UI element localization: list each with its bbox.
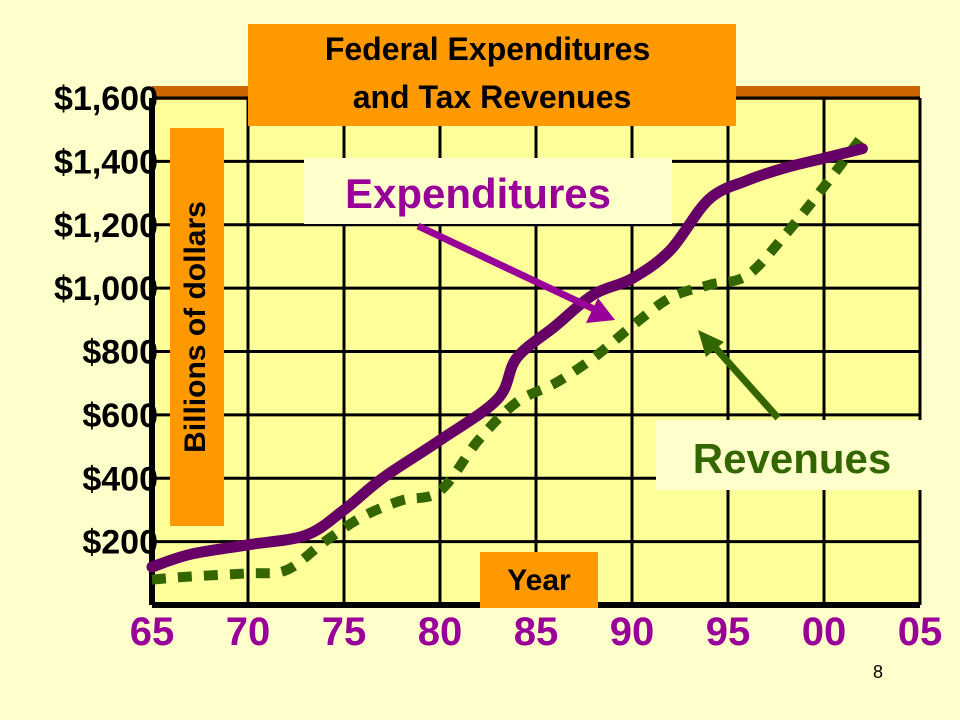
x-tick-label: 05 [898, 610, 943, 654]
chart-title-line-2: and Tax Revenues [353, 79, 632, 115]
page-number: 8 [873, 662, 883, 682]
ylabel-box [170, 128, 224, 526]
title-box [248, 24, 736, 126]
x-tick-label: 85 [514, 610, 559, 654]
y-tick-label: $800 [82, 334, 158, 372]
series-expenditures-line [146, 143, 868, 573]
revenues-arrow-head [698, 330, 724, 357]
expenditures-arrow-head [586, 298, 615, 323]
y-tick-label: $1,000 [54, 270, 158, 308]
y-tick-label: $1,600 [54, 80, 158, 118]
x-tick-label: 70 [226, 610, 271, 654]
y-tick-label: $1,400 [54, 143, 158, 181]
y-tick-label: $200 [82, 524, 158, 562]
x-tick-label: 00 [802, 610, 847, 654]
series-layer [146, 132, 868, 585]
y-tick-label: $1,200 [54, 207, 158, 245]
chart-title-line-1: Federal Expenditures [325, 31, 650, 67]
revenues-annotation: Revenues [693, 435, 891, 482]
expenditures-arrow-shaft [416, 222, 598, 314]
y-tick-label: $400 [82, 460, 158, 498]
series-revenues-line [151, 132, 867, 585]
x-tick-label: 75 [322, 610, 367, 654]
y-tick-label: $600 [82, 397, 158, 435]
y-axis-label: Billions of dollars [179, 201, 212, 453]
x-tick-label: 65 [130, 610, 175, 654]
chart-title: Federal Expenditures and Tax Revenues [325, 31, 659, 115]
xlabel-box [480, 552, 598, 608]
revenues-arrow-shaft [709, 341, 781, 421]
expenditures-annotation: Expenditures [345, 170, 611, 217]
x-tick-label: 80 [418, 610, 463, 654]
labels: $200 $400 $600 $800 $1,000 $1,200 $1,400 $1,600… [54, 80, 942, 654]
x-tick-label: 95 [706, 610, 751, 654]
x-tick-label: 90 [610, 610, 655, 654]
expenditures-label-box [304, 158, 672, 224]
revenues-label-box [656, 420, 928, 490]
x-axis-label: Year [507, 564, 571, 597]
